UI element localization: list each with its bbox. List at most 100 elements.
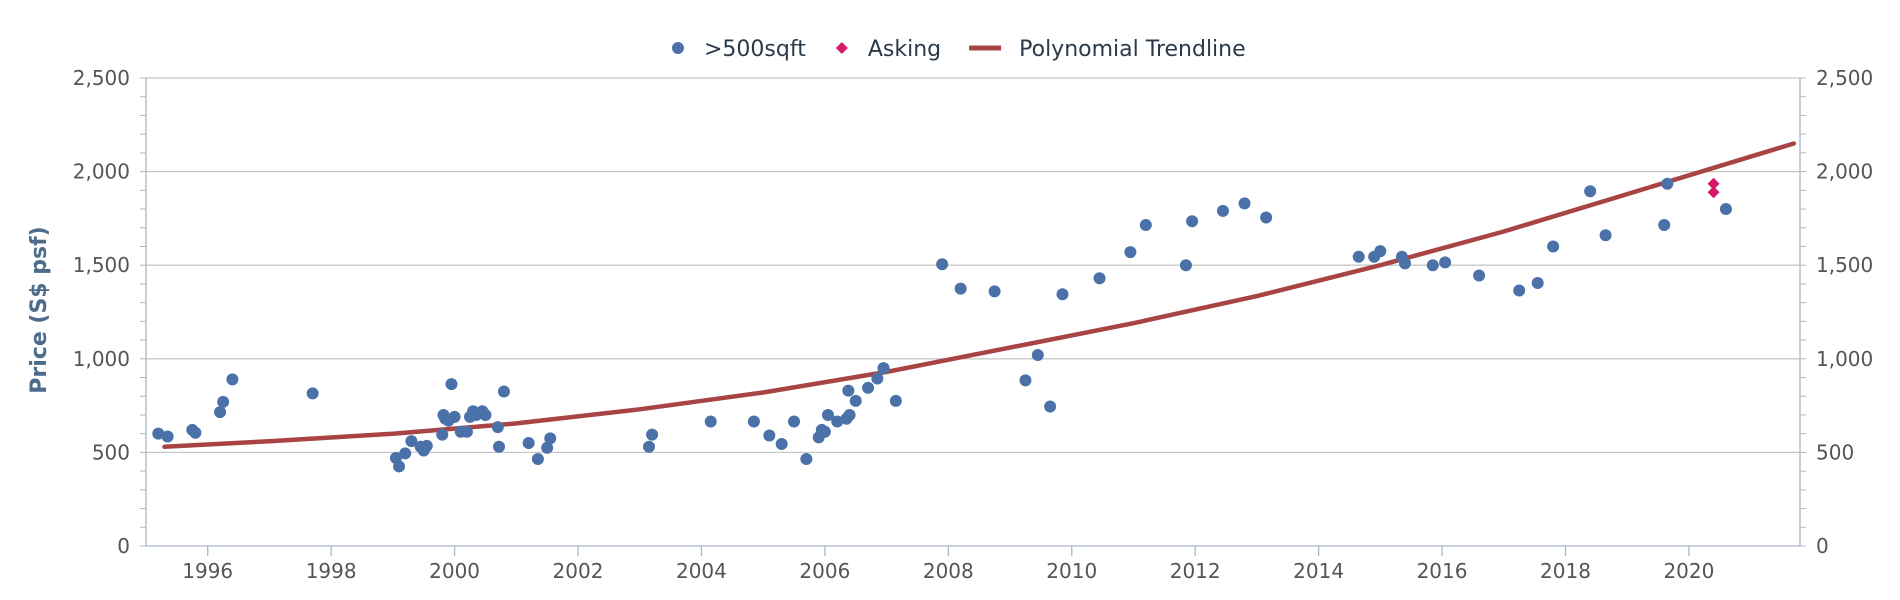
tick-labels: 0 0 500 500 1,000 1,000 1,500 1,500 2,000 2,000 2,… [73,66,1874,583]
sale-point [306,387,319,400]
sale-point [954,282,967,295]
sale-point [1260,211,1273,224]
sale-point [831,415,844,428]
x-tick-label: 2014 [1293,559,1344,583]
sale-point [1513,284,1526,297]
minor-ticks [140,77,1806,547]
y-tick-label-right: 2,500 [1816,66,1873,90]
sale-point [1584,185,1597,198]
sale-point [1439,256,1452,269]
legend-marker-circle [672,42,684,54]
legend-label: >500sqft [704,37,806,62]
sale-point [1019,374,1032,387]
sale-point [544,432,557,445]
sale-point [763,429,776,442]
sale-point [448,410,461,423]
x-tick-label: 2012 [1170,559,1221,583]
sale-point [775,437,788,450]
sale-point [747,415,760,428]
sale-point [1658,218,1671,231]
sale-point [405,435,418,448]
sale-point [642,440,655,453]
x-tick-label: 1996 [182,559,233,583]
sale-point [493,440,506,453]
sale-point [1139,218,1152,231]
asking-point [1707,177,1720,190]
y-tick-label-right: 1,000 [1816,347,1873,371]
sale-point [1056,288,1069,301]
sale-point [646,428,659,441]
sale-point [704,415,717,428]
sale-point [788,415,801,428]
x-tick-label: 2016 [1417,559,1468,583]
y-tick-label-right: 0 [1816,534,1829,558]
sale-point [1473,269,1486,282]
x-tick-label: 2010 [1046,559,1097,583]
sale-point [189,426,202,439]
sale-point [420,439,433,452]
sale-point [497,385,510,398]
trendline-layer [162,141,1797,450]
sale-point [1238,197,1251,210]
x-tick-label: 2008 [923,559,974,583]
sale-point [988,285,1001,298]
x-tick-label: 1998 [306,559,357,583]
y-tick-label-right: 1,500 [1816,253,1873,277]
sale-point [1547,240,1560,253]
sale-point [541,441,554,454]
legend-marker-diamond [835,42,848,54]
sale-point [1093,272,1106,285]
sale-point [1426,259,1439,272]
axes [145,78,1801,556]
sale-point [1179,259,1192,272]
y-tick-label-left: 1,500 [73,253,130,277]
sale-point [393,460,406,473]
sale-point [491,421,504,434]
y-tick-label-left: 2,500 [73,66,130,90]
x-tick-label: 2018 [1540,559,1591,583]
sale-point [1399,257,1412,270]
x-tick-label: 2002 [553,559,604,583]
sale-point [1531,276,1544,289]
sale-point [821,408,834,421]
sale-point [1719,203,1732,216]
trendline-path [162,141,1797,450]
sale-point [889,394,902,407]
sale-point [217,395,230,408]
sale-point [161,430,174,443]
sale-point [871,372,884,385]
points-layer [152,177,1732,473]
sale-point [1216,204,1229,217]
grid-lines [146,77,1800,454]
sale-point [436,428,449,441]
sale-point [862,381,875,394]
sale-point [445,378,458,391]
sale-point [522,437,535,450]
y-tick-label-left: 500 [92,440,130,464]
sale-point [399,447,412,460]
sale-point [1031,349,1044,362]
legend-label: Polynomial Trendline [1019,37,1246,62]
sale-point [479,408,492,421]
x-tick-label: 2006 [799,559,850,583]
sale-point [800,452,813,465]
sale-point [531,452,544,465]
y-tick-label-right: 2,000 [1816,160,1873,184]
y-tick-label-left: 0 [117,534,130,558]
sale-point [1599,229,1612,242]
sale-point [818,425,831,438]
y-tick-label-left: 2,000 [73,160,130,184]
sale-point [877,362,890,375]
asking-point [1707,186,1720,199]
legend-label: Asking [868,37,941,62]
sale-point [1186,215,1199,228]
x-tick-label: 2000 [429,559,480,583]
sale-point [843,408,856,421]
sale-point [1044,400,1057,413]
sale-point [1374,245,1387,258]
sale-point [152,427,165,440]
sale-point [214,406,227,419]
sale-point [1661,177,1674,190]
sale-point [460,425,473,438]
